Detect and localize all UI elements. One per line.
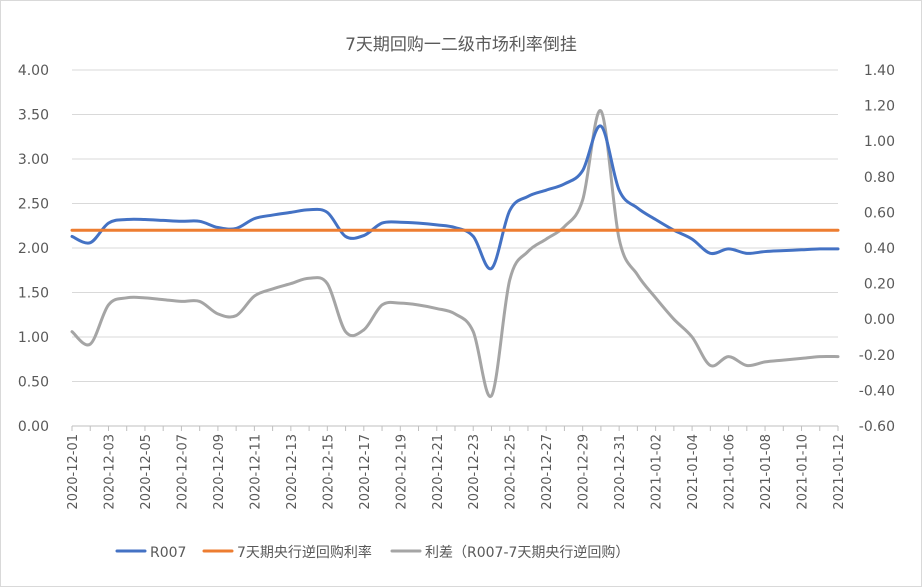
x-tick-label: 2020-12-29 — [577, 434, 592, 510]
x-tick-label: 2021-01-06 — [723, 434, 738, 510]
x-tick-label: 2020-12-31 — [613, 434, 628, 510]
y-left-tick-label: 1.50 — [18, 286, 49, 302]
y-left-tick-label: 3.00 — [18, 152, 49, 168]
y-left-tick-label: 0.50 — [18, 375, 49, 391]
x-tick-label: 2020-12-11 — [248, 434, 263, 510]
x-tick-label: 2020-12-07 — [175, 434, 190, 510]
y-left-tick-label: 1.00 — [18, 330, 49, 346]
y-right-tick-label: 0.60 — [864, 205, 895, 221]
y-left-tick-label: 4.00 — [18, 63, 49, 79]
y-right-tick-label: 1.00 — [864, 134, 895, 150]
y-left-tick-label: 0.00 — [18, 419, 49, 435]
x-tick-label: 2020-12-13 — [285, 434, 300, 510]
y-right-tick-label: 0.00 — [864, 312, 895, 328]
x-tick-label: 2021-01-12 — [832, 434, 847, 510]
y-right-tick-label: -0.20 — [859, 348, 895, 364]
x-tick-label: 2021-01-02 — [650, 434, 665, 510]
y-right-tick-label: 0.20 — [864, 277, 895, 293]
series-spread-line — [70, 109, 840, 398]
legend-label-policy-rate: 7天期央行逆回购利率 — [237, 544, 372, 561]
y-right-tick-label: 1.40 — [864, 63, 895, 79]
y-right-tick-label: 1.20 — [864, 99, 895, 115]
x-tick-label: 2020-12-17 — [358, 434, 373, 510]
x-tick-label: 2020-12-01 — [66, 434, 81, 510]
x-tick-label: 2020-12-25 — [504, 434, 519, 510]
x-tick-label: 2021-01-04 — [686, 434, 701, 510]
y-left-tick-label: 3.50 — [18, 108, 49, 124]
y-right-tick-label: 0.40 — [864, 241, 895, 257]
x-tick-label: 2020-12-19 — [394, 434, 409, 510]
x-tick-label: 2020-12-23 — [467, 434, 482, 510]
x-tick-label: 2020-12-15 — [321, 434, 336, 510]
x-tick-label: 2020-12-03 — [102, 434, 117, 510]
x-tick-label: 2020-12-05 — [139, 434, 154, 510]
x-tick-label: 2020-12-27 — [540, 434, 555, 510]
legend: R007 7天期央行逆回购利率 利差（R007-7天期央行逆回购） — [115, 544, 629, 561]
y-left-tick-label: 2.00 — [18, 241, 49, 257]
y-right-tick-label: 0.80 — [864, 170, 895, 186]
y-right-tick-label: -0.40 — [859, 383, 895, 399]
x-tick-label: 2021-01-08 — [759, 434, 774, 510]
x-tick-label: 2021-01-10 — [796, 434, 811, 510]
legend-label-r007: R007 — [150, 545, 186, 561]
series-r007-line — [70, 124, 840, 271]
x-tick-label: 2020-12-09 — [212, 434, 227, 510]
x-tick-label: 2020-12-21 — [431, 434, 446, 510]
legend-label-spread: 利差（R007-7天期央行逆回购） — [425, 545, 629, 561]
y-left-tick-label: 2.50 — [18, 197, 49, 213]
y-right-tick-label: -0.60 — [859, 419, 895, 435]
chart-title: 7天期回购一二级市场利率倒挂 — [345, 35, 577, 55]
